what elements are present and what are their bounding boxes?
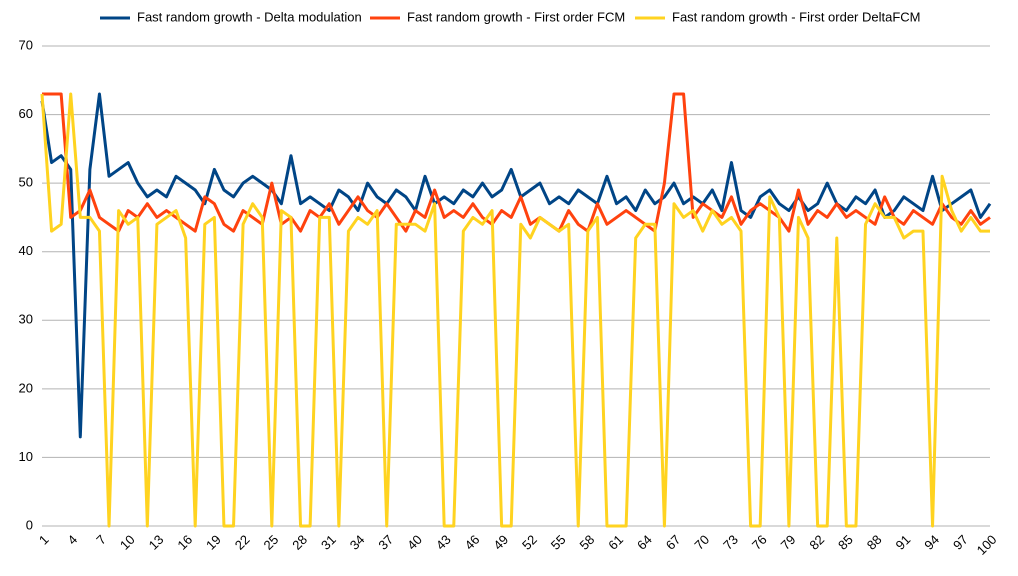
x-tick-label: 40 xyxy=(404,532,425,553)
x-tick-label: 31 xyxy=(318,532,339,553)
x-tick-label: 85 xyxy=(835,532,856,553)
legend-label: Fast random growth - First order FCM xyxy=(407,9,625,24)
y-tick-label: 40 xyxy=(19,243,33,258)
x-tick-label: 76 xyxy=(749,532,770,553)
x-tick-label: 88 xyxy=(864,532,885,553)
x-tick-label: 22 xyxy=(232,532,253,553)
x-tick-label: 19 xyxy=(203,532,224,553)
x-tick-label: 43 xyxy=(433,532,454,553)
x-tick-label: 10 xyxy=(117,532,138,553)
y-tick-label: 30 xyxy=(19,312,33,327)
x-tick-label: 49 xyxy=(490,532,511,553)
series-line xyxy=(40,92,990,528)
x-tick-label: 100 xyxy=(974,532,1000,558)
x-tick-label: 61 xyxy=(605,532,626,553)
series-line xyxy=(42,92,991,233)
x-tick-label: 58 xyxy=(577,532,598,553)
x-tick-label: 64 xyxy=(634,532,655,553)
x-tick-label: 73 xyxy=(720,532,741,553)
x-tick-label: 4 xyxy=(65,532,81,548)
y-tick-label: 60 xyxy=(19,106,33,121)
x-tick-label: 94 xyxy=(921,532,942,553)
y-tick-label: 50 xyxy=(19,175,33,190)
y-tick-label: 0 xyxy=(26,517,33,532)
x-tick-label: 25 xyxy=(261,532,282,553)
y-tick-label: 20 xyxy=(19,380,33,395)
x-tick-label: 46 xyxy=(462,532,483,553)
x-tick-label: 52 xyxy=(519,532,540,553)
x-tick-label: 70 xyxy=(691,532,712,553)
x-tick-label: 7 xyxy=(93,532,109,548)
series-line xyxy=(40,92,992,439)
legend-label: Fast random growth - First order DeltaFC… xyxy=(672,9,921,24)
x-tick-label: 91 xyxy=(893,532,914,553)
x-tick-label: 55 xyxy=(548,532,569,553)
y-tick-label: 70 xyxy=(19,37,33,52)
x-tick-label: 28 xyxy=(289,532,310,553)
x-tick-label: 82 xyxy=(806,532,827,553)
y-tick-label: 10 xyxy=(19,449,33,464)
x-tick-label: 34 xyxy=(347,532,368,553)
x-tick-label: 13 xyxy=(146,532,167,553)
x-tick-label: 16 xyxy=(174,532,195,553)
x-tick-label: 1 xyxy=(36,532,52,548)
x-tick-label: 67 xyxy=(663,532,684,553)
x-tick-label: 37 xyxy=(375,532,396,553)
x-tick-label: 97 xyxy=(950,532,971,553)
x-tick-label: 79 xyxy=(778,532,799,553)
legend-label: Fast random growth - Delta modulation xyxy=(137,9,362,24)
